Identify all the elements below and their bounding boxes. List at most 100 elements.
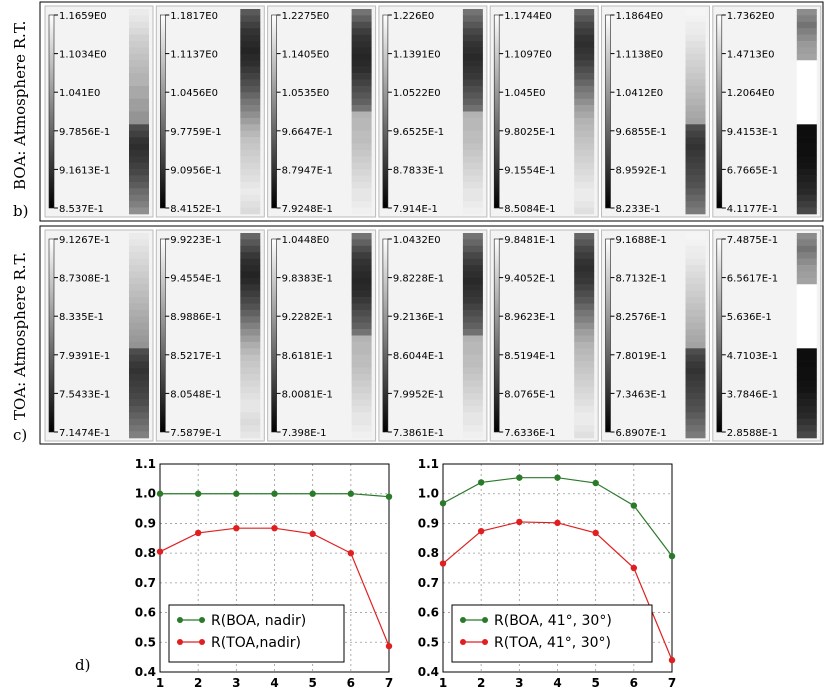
strip-pixel bbox=[574, 60, 595, 67]
strip-pixel bbox=[240, 130, 261, 138]
scale-tick-label: 8.233E-1 bbox=[616, 204, 661, 215]
y-tick-label: 0.5 bbox=[135, 635, 156, 649]
strip-pixel bbox=[796, 239, 817, 247]
strip-pixel bbox=[240, 239, 261, 247]
strip-pixel bbox=[574, 412, 595, 420]
strip-pixel bbox=[685, 309, 706, 317]
scale-tick-label: 1.226E0 bbox=[393, 11, 434, 22]
data-point bbox=[385, 642, 393, 650]
strip-pixel bbox=[796, 277, 817, 285]
strip-pixel bbox=[240, 386, 261, 394]
strip-pixel bbox=[462, 290, 483, 298]
strip-pixel bbox=[462, 322, 483, 330]
strip-pixel bbox=[574, 405, 595, 413]
x-tick-label: 2 bbox=[477, 676, 485, 690]
strip-pixel bbox=[685, 105, 706, 112]
strip-pixel bbox=[462, 361, 483, 368]
strip-pixel bbox=[685, 425, 706, 432]
strip-pixel bbox=[351, 367, 372, 375]
scale-tick-label: 8.0548E-1 bbox=[170, 389, 221, 400]
strip-pixel bbox=[685, 418, 706, 426]
strip-pixel bbox=[685, 405, 706, 413]
strip-pixel bbox=[129, 277, 149, 285]
strip-pixel bbox=[685, 258, 706, 266]
strip-pixel bbox=[129, 28, 149, 35]
strip-pixel bbox=[240, 258, 261, 266]
strip-pixel bbox=[796, 169, 817, 176]
strip-pixel bbox=[796, 207, 817, 215]
strip-pixel bbox=[685, 380, 706, 388]
strip-pixel bbox=[685, 252, 706, 259]
image-strip bbox=[574, 9, 595, 215]
strip-pixel bbox=[462, 162, 483, 170]
strip-pixel bbox=[129, 309, 149, 317]
image-strip bbox=[351, 233, 372, 439]
scale-tick-label: 9.6855E-1 bbox=[616, 127, 667, 138]
strip-pixel bbox=[574, 367, 595, 375]
image-strip bbox=[685, 233, 706, 439]
image-strip bbox=[462, 9, 483, 215]
strip-pixel bbox=[240, 425, 261, 432]
strip-pixel bbox=[685, 181, 706, 189]
strip-pixel bbox=[129, 181, 149, 189]
strip-pixel bbox=[462, 386, 483, 394]
strip-pixel bbox=[796, 41, 817, 48]
scale-tick-label: 8.9623E-1 bbox=[504, 312, 555, 323]
strip-pixel bbox=[574, 341, 595, 349]
strip-pixel bbox=[796, 85, 817, 93]
strip-pixel bbox=[240, 28, 261, 35]
strip-pixel bbox=[574, 431, 595, 439]
strip-pixel bbox=[796, 92, 817, 99]
strip-pixel bbox=[796, 399, 817, 407]
image-strip bbox=[240, 233, 261, 439]
strip-pixel bbox=[574, 233, 595, 240]
scale-tick-label: 1.2275E0 bbox=[282, 11, 330, 22]
strip-pixel bbox=[796, 162, 817, 170]
scale-tick-label: 9.7856E-1 bbox=[59, 127, 110, 138]
strip-pixel bbox=[574, 303, 595, 311]
strip-pixel bbox=[240, 373, 261, 381]
strip-pixel bbox=[462, 188, 483, 196]
strip-pixel bbox=[240, 175, 261, 183]
strip-pixel bbox=[462, 207, 483, 215]
strip-pixel bbox=[240, 79, 261, 87]
strip-pixel bbox=[129, 303, 149, 311]
strip-pixel bbox=[129, 316, 149, 323]
row-c-label: TOA: Atmosphere R.T. c) bbox=[11, 252, 29, 444]
strip-pixel bbox=[574, 130, 595, 138]
strip-pixel bbox=[685, 290, 706, 298]
strip-pixel bbox=[574, 156, 595, 164]
legend: R(BOA, 41°, 30°) R(TOA, 41°, 30°) bbox=[451, 604, 653, 663]
strip-pixel bbox=[574, 380, 595, 388]
strip-pixel bbox=[351, 361, 372, 368]
data-point bbox=[271, 490, 278, 497]
strip-pixel bbox=[129, 53, 149, 61]
strip-pixel bbox=[240, 329, 261, 336]
strip-pixel bbox=[351, 348, 372, 356]
strip-pixel bbox=[462, 329, 483, 336]
y-tick-label: 1.0 bbox=[418, 487, 439, 501]
strip-pixel bbox=[240, 149, 261, 157]
gradient-scale-bar bbox=[382, 238, 389, 433]
scale-tick-label: 9.8025E-1 bbox=[504, 127, 555, 138]
strip-pixel bbox=[351, 303, 372, 311]
strip-pixel bbox=[240, 367, 261, 375]
colorbar-cell-toa-2: 9.9223E-1 9.4554E-1 8.9886E-1 8.5217E-1 8.05… bbox=[155, 229, 265, 442]
x-tick-label: 1 bbox=[156, 676, 164, 690]
strip-pixel bbox=[574, 194, 595, 202]
strip-pixel bbox=[796, 335, 817, 343]
scale-tick-label: 1.1864E0 bbox=[616, 11, 664, 22]
row-d-letter: d) bbox=[75, 656, 90, 674]
legend-entry-label: R(BOA, 41°, 30°) bbox=[494, 613, 612, 629]
strip-pixel bbox=[574, 201, 595, 208]
strip-pixel bbox=[574, 252, 595, 259]
strip-pixel bbox=[685, 73, 706, 80]
scale-tick-label: 7.914E-1 bbox=[393, 204, 438, 215]
strip-pixel bbox=[462, 15, 483, 23]
y-tick-label: 0.6 bbox=[418, 606, 439, 620]
legend-swatch-marker bbox=[482, 617, 488, 623]
strip-pixel bbox=[685, 412, 706, 420]
strip-pixel bbox=[240, 393, 261, 400]
scale-tick-label: 9.8481E-1 bbox=[504, 235, 555, 246]
strip-pixel bbox=[685, 194, 706, 202]
